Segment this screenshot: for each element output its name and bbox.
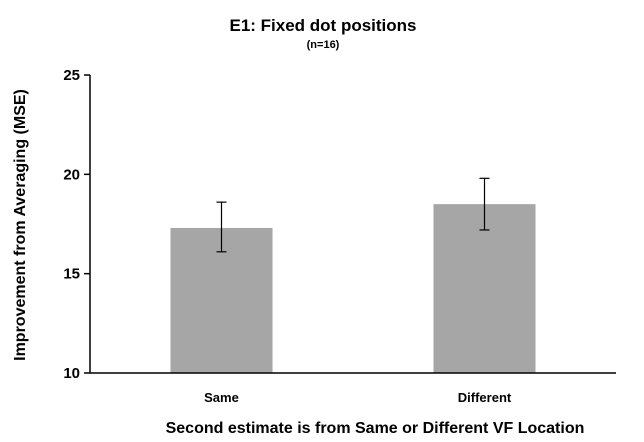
y-axis-ticks: 10 15 20 25 <box>63 67 90 382</box>
error-bars <box>216 177 490 253</box>
y-axis-title: Improvement from Averaging (MSE) <box>12 89 29 361</box>
chart-title: E1: Fixed dot positions <box>229 16 416 35</box>
bar-different <box>433 204 536 373</box>
x-tick-label: Different <box>458 390 512 405</box>
y-tick-label: 10 <box>63 365 80 382</box>
x-tick-label: Same <box>204 390 239 405</box>
plot-area: 10 15 20 25 Same Different <box>63 67 616 405</box>
y-tick-label: 20 <box>63 166 80 183</box>
chart-subtitle: (n=16) <box>307 39 340 51</box>
y-tick-label: 25 <box>63 67 80 84</box>
x-axis-ticks: Same Different <box>204 390 512 405</box>
x-axis-title: Second estimate is from Same or Differen… <box>166 420 585 437</box>
y-tick-label: 15 <box>63 266 80 283</box>
